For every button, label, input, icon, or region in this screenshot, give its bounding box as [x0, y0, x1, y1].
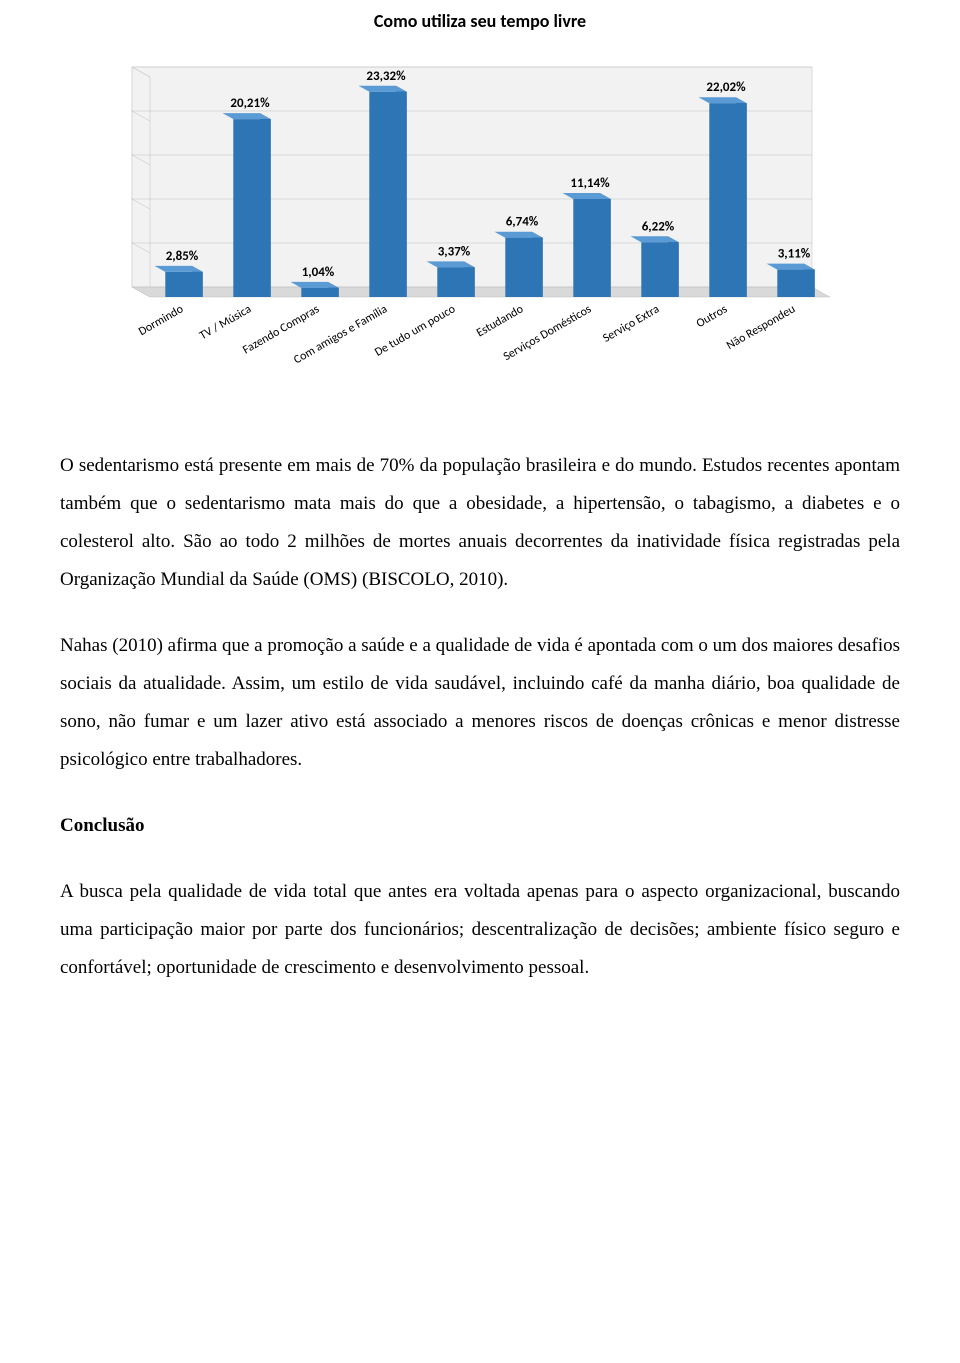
svg-text:Serviço Extra: Serviço Extra — [601, 302, 663, 346]
svg-text:3,11%: 3,11% — [778, 247, 811, 262]
svg-text:Estudando: Estudando — [474, 302, 526, 340]
svg-text:Outros: Outros — [694, 302, 730, 331]
chart-container: Como utiliza seu tempo livre 2,85% Dormin… — [90, 10, 870, 387]
chart-svg: 2,85%Dormindo20,21%TV / Música1,04%Fazen… — [90, 47, 870, 387]
document-body: O sedentarismo está presente em mais de … — [0, 427, 960, 1055]
svg-text:Não Respondeu: Não Respondeu — [724, 302, 798, 353]
svg-text:2,85%: 2,85% — [166, 249, 199, 264]
svg-text:TV / Música: TV / Música — [197, 302, 254, 343]
svg-text:11,14%: 11,14% — [570, 176, 610, 191]
svg-text:3,37%: 3,37% — [438, 244, 471, 259]
conclusion-heading: Conclusão — [60, 807, 900, 845]
svg-text:20,21%: 20,21% — [230, 96, 270, 111]
svg-text:23,32%: 23,32% — [366, 69, 406, 84]
paragraph-1: O sedentarismo está presente em mais de … — [60, 447, 900, 599]
svg-text:6,22%: 6,22% — [642, 219, 675, 234]
paragraph-2: Nahas (2010) afirma que a promoção a saú… — [60, 627, 900, 779]
svg-text:1,04%: 1,04% — [302, 265, 335, 280]
chart-title: Como utiliza seu tempo livre — [90, 10, 870, 32]
svg-text:Dormindo: Dormindo — [136, 302, 186, 339]
chart-area: 2,85%Dormindo20,21%TV / Música1,04%Fazen… — [90, 47, 870, 387]
paragraph-3: A busca pela qualidade de vida total que… — [60, 873, 900, 987]
svg-text:6,74%: 6,74% — [506, 215, 539, 230]
svg-text:22,02%: 22,02% — [706, 80, 746, 95]
